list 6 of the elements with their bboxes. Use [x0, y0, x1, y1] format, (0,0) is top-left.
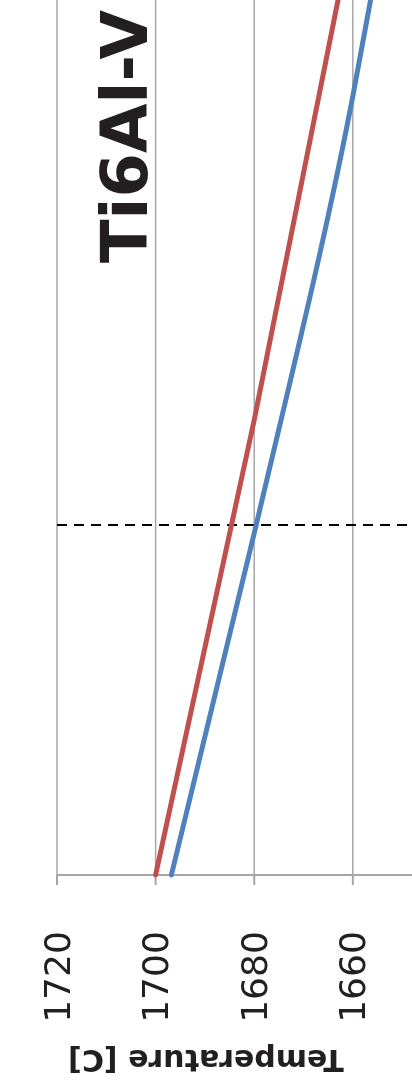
- x-tick-label: 1700: [135, 931, 177, 1023]
- x-axis-title: Temperature [C]: [68, 1043, 344, 1078]
- x-tick-label: 1720: [36, 931, 78, 1023]
- text: Ti6Al-V: [88, 9, 162, 264]
- x-tick-label: 1680: [233, 931, 275, 1023]
- x-tick-label: 1660: [332, 931, 374, 1023]
